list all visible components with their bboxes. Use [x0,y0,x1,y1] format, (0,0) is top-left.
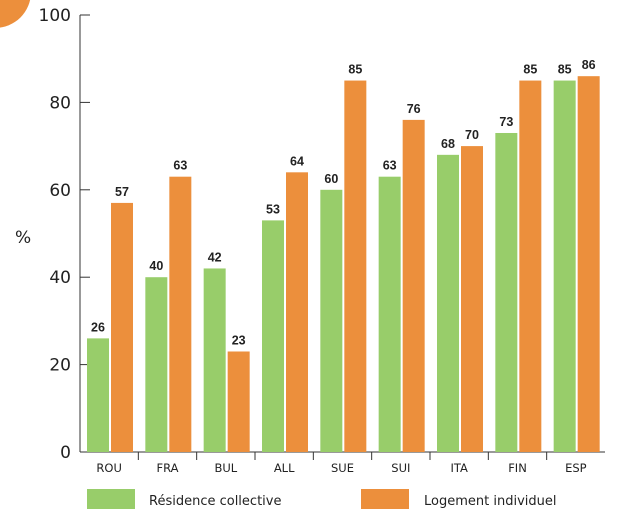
bar-residence-collective [262,220,284,452]
y-tick-label: 80 [49,93,71,113]
data-label: 76 [407,102,421,116]
y-tick-label: 100 [39,6,71,26]
legend-label: Logement individuel [424,494,556,509]
data-label: 64 [290,154,304,168]
y-tick-label: 60 [49,181,71,201]
data-label: 57 [115,185,129,199]
data-label: 53 [266,202,280,216]
bar-residence-collective [553,80,576,453]
x-tick-label: FIN [508,461,527,475]
bar-residence-collective [378,176,401,452]
bar-residence-collective [87,338,109,452]
legend: Résidence collective Logement individuel [87,489,556,509]
bar-residence-collective [437,154,459,452]
x-tick-label: ESP [565,461,587,475]
data-label: 85 [523,63,537,77]
y-tick-label: 0 [60,443,71,463]
data-label: 85 [348,63,362,77]
x-tick-label: ITA [450,461,468,475]
legend-swatch [87,489,135,509]
x-tick-label: ALL [274,461,295,475]
bar-logement-individuel [344,80,367,453]
bar-logement-individuel [169,176,192,452]
data-label: 70 [465,128,479,142]
y-axis: 0 20 40 60 80 100 [39,6,90,463]
data-label: 73 [499,115,513,129]
data-label: 85 [558,63,572,77]
data-label: 42 [208,250,222,264]
bar-residence-collective [320,189,343,453]
data-label: 63 [173,159,187,173]
bar-logement-individuel [577,76,600,453]
bar-residence-collective [495,132,518,453]
bar-logement-individuel [519,80,542,453]
y-axis-label: % [15,228,31,248]
data-label: 40 [149,259,163,273]
data-label: 26 [91,320,105,334]
bar-logement-individuel [286,172,308,452]
bar-residence-collective [203,268,226,452]
data-label: 23 [232,333,246,347]
legend-swatch [361,489,409,509]
x-tick-label: SUE [331,461,354,475]
bar-residence-collective [145,277,168,452]
bar-logement-individuel [461,146,483,452]
data-label: 86 [582,58,596,72]
bars [87,76,600,453]
corner-decoration [0,0,31,28]
bar-logement-individuel [111,202,133,452]
bar-logement-individuel [402,119,425,452]
x-tick-label: SUI [391,461,410,475]
y-tick-label: 40 [49,268,71,288]
bar-logement-individuel [227,351,250,452]
x-tick-label: ROU [96,461,121,475]
legend-label: Résidence collective [149,494,281,509]
data-label: 60 [324,172,338,186]
x-tick-label: BUL [214,461,237,475]
y-tick-label: 20 [49,356,71,376]
value-labels: 26 40 42 53 60 63 68 73 85 57 63 23 64 85 76 70 85 86 [91,58,596,347]
data-label: 63 [383,159,397,173]
data-label: 68 [441,137,455,151]
x-tick-label: FRA [156,461,178,475]
x-axis: ROU FRA BUL ALL SUE SUI ITA FIN ESP [80,451,605,475]
